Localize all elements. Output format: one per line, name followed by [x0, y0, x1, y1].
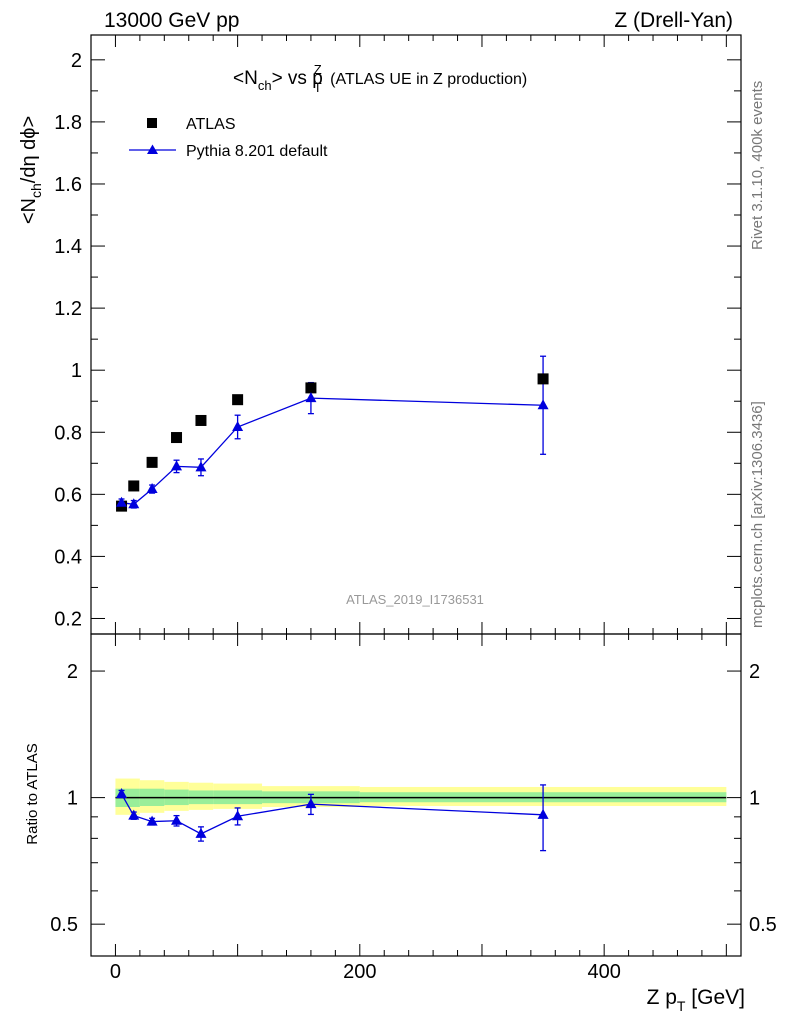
ratio-pythia-point-7: [537, 808, 549, 819]
main-y-tick-label-9: 2: [71, 50, 82, 72]
axis-tick-labels: 0 200 400 0.2 0.4 0.6 0.8 1 1.2 1.4 1.6 1.8 2 0.5 0.5 1…: [50, 50, 777, 983]
source-label: mcplots.cern.ch [arXiv:1306.3436]: [749, 401, 766, 628]
pythia-point-2: [146, 483, 158, 494]
main-series-layer: [116, 355, 549, 512]
main-y-tick-label-3: 0.8: [54, 422, 82, 444]
pythia-point-3: [171, 460, 183, 471]
legend-atlas-marker: [147, 118, 157, 128]
pythia-point-4: [195, 461, 207, 472]
plot-frames: [90, 34, 742, 957]
ratio-pythia-point-1: [128, 809, 140, 820]
atlas-point-7: [537, 373, 549, 385]
ratio-pythia-point-2: [146, 815, 158, 826]
pythia-point-6: [305, 392, 317, 403]
rivet-label: Rivet 3.1.10, 400k events: [749, 81, 766, 250]
pythia-point-7: [537, 399, 549, 410]
x-tick-label-400: 400: [587, 961, 620, 983]
ratio-pythia-point-4: [195, 827, 207, 838]
ratio-y-tick-label-right-2: 2: [749, 661, 760, 683]
pythia-line: [121, 397, 544, 505]
ratio-y-tick-label-left-2: 2: [67, 661, 78, 683]
pythia-point-1: [128, 498, 140, 509]
main-y-tick-label-2: 0.6: [54, 484, 82, 506]
main-y-tick-label-0: 0.2: [54, 608, 82, 630]
main-y-tick-label-7: 1.6: [54, 174, 82, 196]
ratio-pythia-point-6: [305, 798, 317, 809]
ratio-pythia-point-5: [232, 810, 244, 821]
pythia-point-5: [232, 420, 244, 431]
pythia-point-0: [116, 496, 128, 507]
x-axis-label: Z pT [GeV]: [647, 986, 745, 1014]
axis-ticks: [90, 35, 741, 956]
atlas-point-4: [195, 414, 207, 426]
ratio-y-tick-label-right-1: 1: [749, 788, 760, 810]
main-y-tick-label-5: 1.2: [54, 298, 82, 320]
ratio-y-tick-label-right-0: 0.5: [749, 914, 777, 936]
main-y-tick-label-1: 0.4: [54, 546, 82, 568]
ratio-series-layer: [116, 784, 549, 852]
legend-pythia-marker: [147, 144, 158, 154]
legend-atlas-label: ATLAS: [186, 116, 236, 133]
ratio-pythia-point-0: [116, 787, 128, 798]
ratio-pythia-point-3: [171, 814, 183, 825]
legend-pythia-label: Pythia 8.201 default: [186, 143, 328, 160]
atlas-point-1: [128, 480, 140, 492]
atlas-point-2: [146, 456, 158, 468]
analysis-watermark: ATLAS_2019_I1736531: [346, 592, 484, 607]
atlas-point-5: [232, 394, 244, 406]
main-y-tick-label-4: 1: [71, 360, 82, 382]
legend: ATLAS Pythia 8.201 default: [129, 116, 328, 160]
ratio-y-tick-label-left-1: 1: [67, 788, 78, 810]
process-label: Z (Drell-Yan): [614, 9, 733, 32]
ratio-y-axis-label: Ratio to ATLAS: [24, 743, 41, 844]
atlas-point-6: [305, 382, 317, 394]
x-tick-label-200: 200: [343, 961, 376, 983]
main-y-axis-label: <Nch/dη dϕ>: [18, 116, 44, 224]
main-plot-title: <Nch> vs pZ T (ATLAS UE in Z production): [233, 62, 527, 95]
main-y-tick-label-6: 1.4: [54, 236, 82, 258]
ratio-plot-frame: [90, 633, 742, 957]
main-y-tick-label-8: 1.8: [54, 112, 82, 134]
x-tick-label-0: 0: [110, 961, 121, 983]
energy-label: 13000 GeV pp: [104, 9, 239, 32]
ratio-y-tick-label-left-0: 0.5: [50, 914, 78, 936]
atlas-point-3: [171, 432, 183, 444]
